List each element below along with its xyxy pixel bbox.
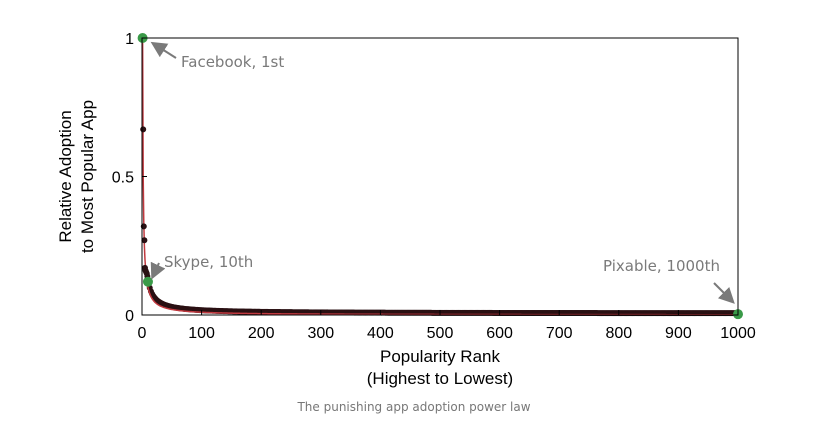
x-axis-label: Popularity Rank — [380, 347, 501, 366]
data-point — [140, 126, 147, 133]
series-power-law-tail — [145, 280, 741, 317]
x-tick-label: 200 — [248, 325, 275, 342]
annotation-label: Skype, 10th — [164, 253, 253, 271]
y-axis-label-line: Relative Adoption — [56, 110, 75, 242]
x-axis-label: (Highest to Lowest) — [367, 369, 513, 388]
x-tick-label: 1000 — [720, 325, 756, 342]
annotation-label: Pixable, 1000th — [603, 257, 720, 275]
x-tick-label: 500 — [427, 325, 454, 342]
x-tick-label: 700 — [546, 325, 573, 342]
annotation-arrow — [150, 41, 177, 59]
x-tick-label: 900 — [665, 325, 692, 342]
y-tick-label: 0.5 — [112, 170, 134, 187]
x-tick-label: 0 — [138, 325, 147, 342]
annotation-label: Facebook, 1st — [181, 53, 284, 71]
figure-caption: The punishing app adoption power law — [297, 400, 531, 414]
highlight-point — [142, 276, 153, 287]
annotation-arrow — [150, 261, 166, 280]
x-tick-label: 300 — [307, 325, 334, 342]
y-axis-label-line: to Most Popular App — [78, 100, 97, 253]
data-point — [141, 237, 148, 244]
y-tick-label: 1 — [125, 31, 134, 48]
x-tick-label: 100 — [188, 325, 215, 342]
annotation-arrow — [713, 282, 735, 304]
x-tick-label: 800 — [605, 325, 632, 342]
x-tick-label: 400 — [367, 325, 394, 342]
y-tick-label: 0 — [125, 308, 134, 325]
chart: 0 100 200 300 400 500 600 700 800 900 1000 0 0.5 1 Pop… — [56, 31, 756, 388]
y-axis-label: Relative Adoption to Most Popular App — [56, 100, 97, 253]
x-tick-label: 600 — [486, 325, 513, 342]
